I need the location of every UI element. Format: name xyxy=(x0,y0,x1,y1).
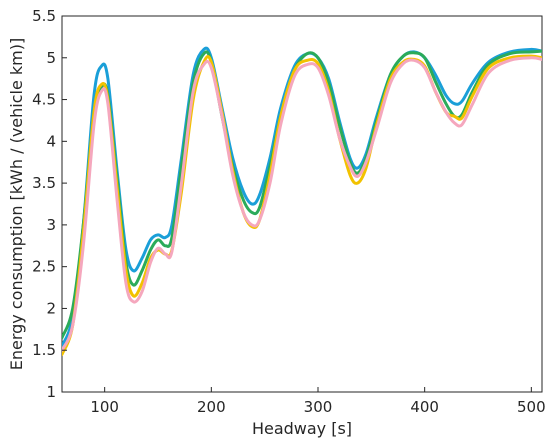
y-axis-label: Energy consumption [kWh / (vehicle km)] xyxy=(7,38,26,370)
y-tick-label: 5.5 xyxy=(32,7,56,25)
x-axis-label: Headway [s] xyxy=(252,419,352,438)
y-tick-label: 4.5 xyxy=(32,91,56,109)
x-tick-label: 200 xyxy=(197,398,226,416)
series-group xyxy=(62,46,542,356)
y-tick-label: 5 xyxy=(46,49,56,67)
x-tick-label: 100 xyxy=(90,398,119,416)
y-tick-label: 3 xyxy=(46,216,56,234)
plot-area xyxy=(61,15,543,393)
y-tick-label: 3.5 xyxy=(32,174,56,192)
x-tick-label: 400 xyxy=(410,398,439,416)
y-tick-label: 2 xyxy=(46,299,56,317)
y-tick-label: 2.5 xyxy=(32,258,56,276)
y-tick-label: 4 xyxy=(46,132,56,150)
x-tick-label: 500 xyxy=(517,398,546,416)
series-line-4 xyxy=(62,56,542,352)
x-axis-ticks: 100 200 300 400 500 xyxy=(90,387,546,416)
y-tick-label: 1 xyxy=(46,383,56,401)
series-line-1 xyxy=(62,46,542,348)
y-tick-label: 1.5 xyxy=(32,341,56,359)
x-tick-label: 300 xyxy=(304,398,333,416)
y-axis-ticks: 1 1.5 2 2.5 3 3.5 4 4.5 5 5.5 xyxy=(32,7,67,401)
